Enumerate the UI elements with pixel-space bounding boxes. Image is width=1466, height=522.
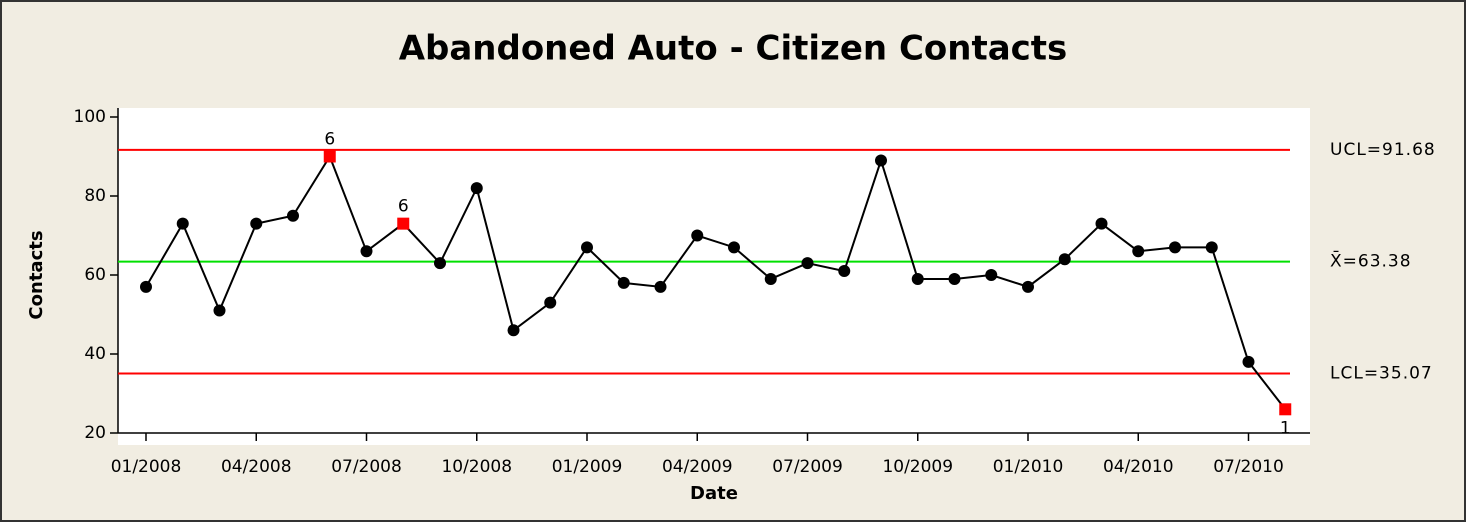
point <box>360 245 373 258</box>
x-tick-label: 04/2010 <box>1103 457 1174 477</box>
point-label: 6 <box>398 197 409 217</box>
point <box>1095 217 1108 230</box>
point <box>140 280 152 293</box>
x-tick-label: 01/2008 <box>111 457 182 477</box>
point <box>801 257 814 270</box>
x-tick-label: 07/2008 <box>331 457 402 477</box>
x-tick-label: 10/2008 <box>441 457 512 477</box>
x-tick-label: 01/2009 <box>552 457 623 477</box>
flagged-point <box>397 217 410 230</box>
point <box>1242 355 1255 368</box>
y-tick-label: 40 <box>84 344 106 364</box>
x-axis-title: Date <box>690 483 738 504</box>
y-tick-label: 80 <box>84 186 106 206</box>
point <box>581 241 593 254</box>
x-tick-label: 04/2008 <box>221 457 292 477</box>
point <box>948 272 961 285</box>
y-tick-label: 60 <box>84 265 106 285</box>
point <box>287 209 299 222</box>
point <box>654 280 667 293</box>
point <box>470 182 483 195</box>
point <box>507 324 520 337</box>
control-label: LCL=35.07 <box>1330 363 1433 383</box>
point <box>250 217 263 230</box>
point <box>691 229 704 242</box>
plot-area <box>118 108 1310 445</box>
y-axis-title: Contacts <box>26 230 47 319</box>
point-label: 6 <box>324 130 335 150</box>
point-label: 1 <box>1280 418 1291 438</box>
point <box>1058 253 1071 266</box>
x-tick-label: 10/2009 <box>882 457 953 477</box>
point <box>1132 245 1145 258</box>
point <box>838 265 851 278</box>
flagged-point <box>323 150 336 163</box>
point <box>544 296 557 309</box>
point <box>617 276 630 289</box>
point <box>875 154 887 167</box>
point <box>213 304 226 317</box>
point <box>985 269 998 281</box>
control-label: UCL=91.68 <box>1330 140 1436 160</box>
point <box>176 217 189 230</box>
y-tick-label: 20 <box>84 423 106 443</box>
point <box>911 272 924 285</box>
point <box>1022 280 1034 293</box>
chart-title: Abandoned Auto - Citizen Contacts <box>399 29 1068 69</box>
x-tick-label: 04/2009 <box>662 457 733 477</box>
x-tick-label: 01/2010 <box>993 457 1064 477</box>
point <box>764 272 777 285</box>
x-tick-label: 07/2009 <box>772 457 843 477</box>
control-label: X̄=63.38 <box>1330 250 1412 272</box>
x-tick-label: 07/2010 <box>1213 457 1284 477</box>
point <box>434 257 446 270</box>
flagged-point <box>1279 403 1292 416</box>
point <box>1169 241 1181 254</box>
point <box>1205 241 1218 254</box>
point <box>728 241 740 254</box>
y-tick-label: 100 <box>74 107 106 127</box>
data-line <box>145 154 1287 410</box>
